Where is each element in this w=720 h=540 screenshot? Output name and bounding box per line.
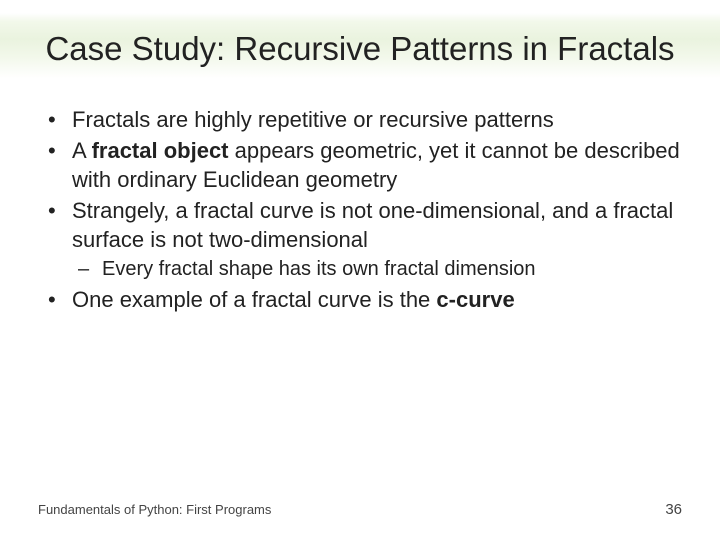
slide-title: Case Study: Recursive Patterns in Fracta… [40,28,680,69]
text-run: One example of a fractal curve is the [72,287,436,312]
page-number: 36 [665,501,682,518]
bullet-item: Strangely, a fractal curve is not one-di… [38,196,682,283]
sub-bullet-list: Every fractal shape has its own fractal … [72,256,682,283]
footer-text: Fundamentals of Python: First Programs [38,502,271,517]
text-run: Strangely, a fractal curve is not one-di… [72,198,673,252]
bullet-list: Fractals are highly repetitive or recurs… [38,105,682,314]
title-band: Case Study: Recursive Patterns in Fracta… [0,0,720,87]
bullet-item: Fractals are highly repetitive or recurs… [38,105,682,134]
bullet-item: One example of a fractal curve is the c-… [38,285,682,314]
text-bold: c-curve [436,287,514,312]
slide-footer: Fundamentals of Python: First Programs 3… [38,501,682,518]
text-run: A [72,138,92,163]
slide-content: Fractals are highly repetitive or recurs… [0,87,720,314]
text-bold: fractal object [92,138,229,163]
bullet-item: A fractal object appears geometric, yet … [38,136,682,194]
sub-bullet-item: Every fractal shape has its own fractal … [72,256,682,283]
